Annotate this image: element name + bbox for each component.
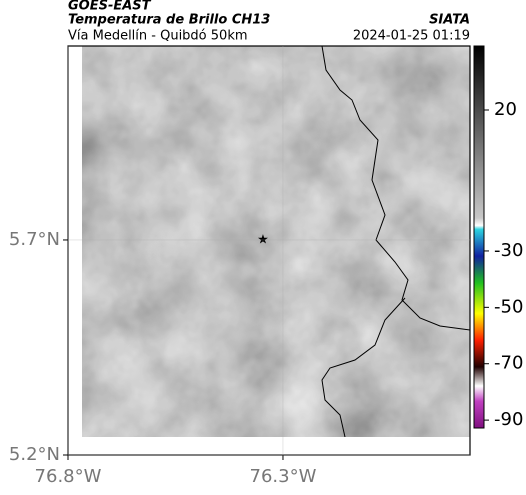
subtitle: Temperatura de Brillo CH13 <box>68 13 270 28</box>
satellite-image <box>82 46 470 437</box>
y-tick-label: 5.2°N <box>9 444 60 465</box>
title: GOES-EAST <box>68 0 152 14</box>
colorbar-tick-label: -50 <box>494 296 523 317</box>
colorbar-tick-label: 20 <box>494 99 517 120</box>
x-tick-label: 76.8°W <box>35 466 102 487</box>
colorbar <box>473 45 485 429</box>
y-tick-label: 5.7°N <box>9 229 60 250</box>
colorbar-tick-label: -90 <box>494 409 523 430</box>
colorbar-tick-label: -70 <box>494 353 523 374</box>
location: Vía Medellín - Quibdó 50km <box>68 29 248 44</box>
datetime: 2024-01-25 01:19 <box>353 29 470 44</box>
source: SIATA <box>429 13 470 28</box>
colorbar-tick-label: -30 <box>494 240 523 261</box>
x-tick-label: 76.3°W <box>250 466 317 487</box>
